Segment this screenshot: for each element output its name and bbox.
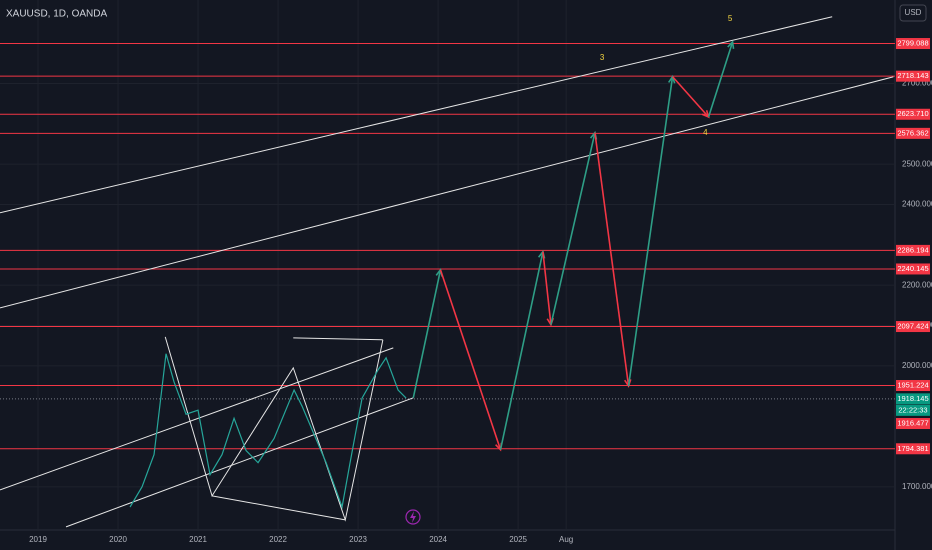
trend-drawing	[164, 336, 384, 522]
countdown: 22:22:33	[898, 405, 927, 414]
y-tick-label: 2400.000	[902, 200, 932, 209]
lightning	[410, 511, 416, 523]
level-label: 2799.088	[897, 39, 928, 48]
level-label: 2718.143	[897, 71, 928, 80]
level-label-box	[896, 443, 930, 455]
x-tick-label: 2019	[29, 535, 47, 544]
last-close-label-box	[896, 418, 930, 430]
level-label: 1951.224	[897, 380, 928, 389]
level-label: 1794.381	[897, 444, 928, 453]
wave-label: 5	[728, 14, 733, 23]
x-tick-label: 2022	[269, 535, 287, 544]
symbol-title: XAUUSD, 1D, OANDA	[6, 9, 107, 20]
level-label: 2097.424	[897, 322, 928, 331]
y-tick-label: 2200.000	[902, 280, 932, 289]
level-label-box	[896, 244, 930, 256]
event-icon[interactable]	[405, 509, 421, 525]
projection-arrow	[671, 76, 710, 118]
trend-drawing	[0, 76, 894, 309]
projection-arrow	[594, 132, 630, 387]
trend-drawing	[65, 397, 414, 528]
level-label-box	[896, 380, 930, 392]
trend-drawing	[211, 495, 346, 521]
y-tick-label: 2700.000	[902, 79, 932, 88]
x-tick-label: Aug	[559, 535, 573, 544]
x-tick-label: 2020	[109, 535, 127, 544]
projection-arrow	[542, 251, 552, 325]
wave-label: 4	[703, 128, 708, 137]
projection-arrow	[412, 269, 442, 398]
y-tick-label: 2000.000	[902, 361, 932, 370]
x-tick-label: 2025	[509, 535, 527, 544]
current-price-label: 1918.145	[897, 394, 928, 403]
price-line	[129, 353, 407, 510]
projection-arrow	[499, 251, 544, 450]
projection-arrow	[627, 76, 674, 387]
level-label-box	[896, 127, 930, 139]
last-close-label: 1916.477	[897, 419, 928, 428]
level-label-box	[896, 70, 930, 82]
level-label: 2576.362	[897, 128, 928, 137]
trend-drawing	[293, 337, 383, 341]
current-price-label-box	[896, 393, 930, 405]
projection-arrow	[439, 269, 502, 450]
level-label-box	[896, 38, 930, 50]
level-label: 2623.710	[897, 109, 928, 118]
trend-drawing	[0, 347, 394, 491]
currency-label[interactable]: USD	[905, 8, 922, 17]
x-tick-label: 2024	[429, 535, 447, 544]
y-tick-label: 2500.000	[902, 159, 932, 168]
x-tick-label: 2021	[189, 535, 207, 544]
projection-arrow	[550, 132, 596, 325]
level-label: 2240.145	[897, 264, 928, 273]
level-label-box	[896, 108, 930, 120]
arrow-head	[727, 40, 735, 49]
x-tick-label: 2023	[349, 535, 367, 544]
currency-button[interactable]	[899, 4, 927, 22]
wave-label: 3	[600, 53, 605, 62]
level-label-box	[896, 321, 930, 333]
level-label-box	[896, 263, 930, 275]
trend-drawing	[0, 16, 833, 214]
level-label: 2286.194	[897, 245, 928, 254]
countdown-box	[896, 404, 930, 416]
projection-arrow	[707, 41, 734, 118]
y-tick-label: 1700.000	[902, 482, 932, 491]
